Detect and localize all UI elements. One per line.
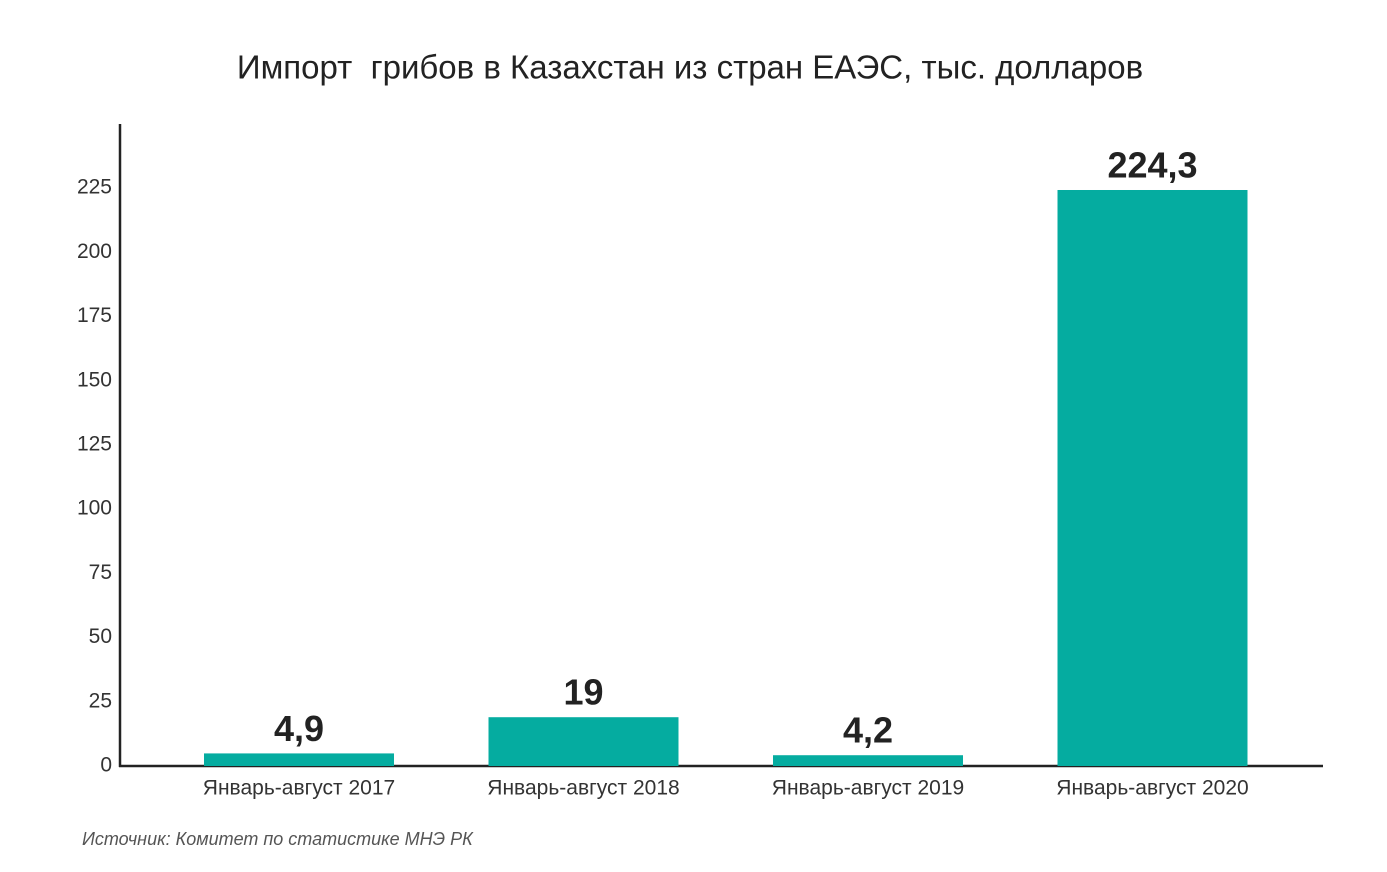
y-tick-label: 225 (77, 176, 112, 199)
x-tick-label: Январь-август 2019 (772, 777, 964, 800)
value-label: 224,3 (1107, 145, 1197, 186)
y-tick-label: 125 (77, 433, 112, 456)
bar (1057, 189, 1248, 766)
y-tick-label: 25 (89, 689, 112, 712)
y-tick-label: 0 (100, 754, 112, 777)
chart-title: Импорт грибов в Казахстан из стран ЕАЭС,… (237, 49, 1143, 86)
bar (488, 717, 679, 766)
y-tick-label: 175 (77, 304, 112, 327)
bar (773, 755, 963, 766)
y-tick-label: 50 (89, 625, 112, 648)
x-tick-label: Январь-август 2018 (487, 777, 679, 800)
value-label: 4,9 (274, 708, 324, 749)
y-tick-label: 100 (77, 497, 112, 520)
x-tick-label: Январь-август 2020 (1056, 777, 1248, 800)
bar (204, 753, 394, 766)
value-label: 4,2 (843, 710, 893, 751)
source: Источник: Комитет по статистике МНЭ РК (82, 829, 474, 849)
x-tick-label: Январь-август 2017 (203, 777, 395, 800)
y-tick-label: 150 (77, 368, 112, 391)
y-tick-label: 200 (77, 240, 112, 263)
y-tick-label: 75 (89, 561, 112, 584)
value-label: 19 (563, 672, 603, 713)
